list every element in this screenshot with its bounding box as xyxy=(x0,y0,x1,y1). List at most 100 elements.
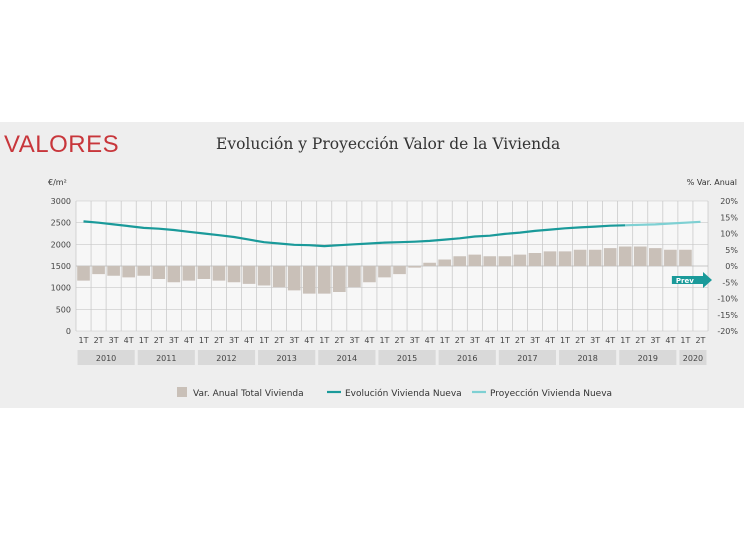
y-left-tick: 2500 xyxy=(51,219,71,228)
var-anual-bar xyxy=(513,254,527,266)
var-anual-bar xyxy=(122,266,135,278)
year-label: 2011 xyxy=(156,354,176,363)
quarter-label: 2T xyxy=(334,336,344,345)
var-anual-bar xyxy=(498,256,512,266)
y-right-tick: -20% xyxy=(717,327,738,336)
var-anual-bar xyxy=(182,266,196,281)
var-anual-bar xyxy=(137,266,151,276)
chart-title: Evolución y Proyección Valor de la Vivie… xyxy=(216,135,561,153)
var-anual-bar xyxy=(107,266,120,276)
var-anual-bar xyxy=(333,266,346,292)
year-label: 2012 xyxy=(216,354,236,363)
quarter-label: 4T xyxy=(605,336,615,345)
prev-arrow-icon xyxy=(671,271,712,288)
quarter-label: 4T xyxy=(545,336,555,345)
quarter-label: 2T xyxy=(575,336,585,345)
legend-label-proyeccion: Proyección Vivienda Nueva xyxy=(490,388,612,399)
var-anual-bar xyxy=(257,266,271,286)
quarter-label: 3T xyxy=(169,336,179,345)
var-anual-bar xyxy=(92,266,105,275)
quarter-label: 4T xyxy=(485,336,495,345)
var-anual-bar xyxy=(423,262,436,266)
var-anual-bar xyxy=(393,266,406,275)
y-right-tick: 5% xyxy=(725,246,738,255)
y-left-tick: 1000 xyxy=(51,284,71,293)
var-anual-bar xyxy=(603,248,617,266)
quarter-label: 1T xyxy=(620,336,630,345)
quarter-label: 2T xyxy=(274,336,284,345)
quarter-label: 3T xyxy=(229,336,239,345)
var-anual-bar xyxy=(242,266,256,284)
year-band xyxy=(378,350,436,365)
var-anual-bar xyxy=(649,248,662,266)
quarter-label: 3T xyxy=(590,336,600,345)
section-title: VALORES xyxy=(4,131,120,158)
quarter-label: 1T xyxy=(680,336,690,345)
quarter-label: 2T xyxy=(635,336,645,345)
year-label: 2018 xyxy=(577,354,597,363)
year-band xyxy=(559,350,617,365)
year-label: 2014 xyxy=(337,354,357,363)
quarter-label: 1T xyxy=(440,336,450,345)
y-right-tick: -15% xyxy=(717,311,738,320)
y-right-tick: 10% xyxy=(720,230,738,239)
var-anual-bar xyxy=(573,249,587,266)
legend-label-evolucion: Evolución Vivienda Nueva xyxy=(345,388,462,399)
y-left-axis-label: €/m² xyxy=(48,178,67,187)
quarter-label: 1T xyxy=(379,336,389,345)
y-left-tick: 1500 xyxy=(51,262,71,271)
legend-swatch-var-anual xyxy=(177,387,187,397)
quarter-label: 4T xyxy=(184,336,194,345)
quarter-label: 2T xyxy=(94,336,104,345)
var-anual-bar xyxy=(633,246,647,266)
y-right-tick: -5% xyxy=(722,278,738,287)
quarter-label: 2T xyxy=(214,336,224,345)
year-band xyxy=(318,350,376,365)
var-anual-bar xyxy=(664,249,677,266)
quarter-label: 3T xyxy=(650,336,660,345)
var-anual-bar xyxy=(483,256,497,266)
quarter-label: 1T xyxy=(199,336,209,345)
quarter-label: 4T xyxy=(304,336,314,345)
quarter-label: 2T xyxy=(455,336,465,345)
y-left-tick: 500 xyxy=(56,305,71,314)
proyeccion-line xyxy=(625,220,701,227)
evolucion-line xyxy=(83,220,626,248)
year-label: 2010 xyxy=(96,354,116,363)
year-label: 2017 xyxy=(517,354,537,363)
y-right-tick: 15% xyxy=(720,213,738,222)
var-anual-bar xyxy=(528,253,542,266)
var-anual-bar xyxy=(408,266,421,268)
var-anual-bar xyxy=(348,266,361,288)
quarter-label: 1T xyxy=(259,336,269,345)
quarter-label: 1T xyxy=(500,336,510,345)
var-anual-bar xyxy=(272,266,286,288)
var-anual-bar xyxy=(77,266,90,281)
var-anual-bar xyxy=(618,246,632,266)
var-anual-bar xyxy=(363,266,376,283)
var-anual-bar xyxy=(453,256,467,266)
year-band xyxy=(679,350,707,365)
var-anual-bar xyxy=(212,266,226,281)
quarter-label: 3T xyxy=(109,336,119,345)
year-band xyxy=(137,350,195,365)
prev-label: Prev xyxy=(676,277,694,285)
year-label: 2016 xyxy=(457,354,477,363)
var-anual-bar xyxy=(468,254,482,266)
var-anual-bar xyxy=(543,251,557,266)
quarter-label: 4T xyxy=(425,336,435,345)
y-right-tick: -10% xyxy=(717,295,738,304)
quarter-label: 3T xyxy=(289,336,299,345)
var-anual-bar xyxy=(227,266,241,283)
var-anual-bar xyxy=(167,266,181,283)
quarter-label: 2T xyxy=(515,336,525,345)
year-label: 2015 xyxy=(397,354,417,363)
var-anual-bar xyxy=(302,266,316,294)
y-right-tick: 20% xyxy=(720,197,738,206)
year-band xyxy=(619,350,677,365)
y-left-tick: 3000 xyxy=(51,197,71,206)
quarter-label: 1T xyxy=(79,336,89,345)
quarter-label: 1T xyxy=(560,336,570,345)
y-right-tick: 0% xyxy=(725,262,738,271)
